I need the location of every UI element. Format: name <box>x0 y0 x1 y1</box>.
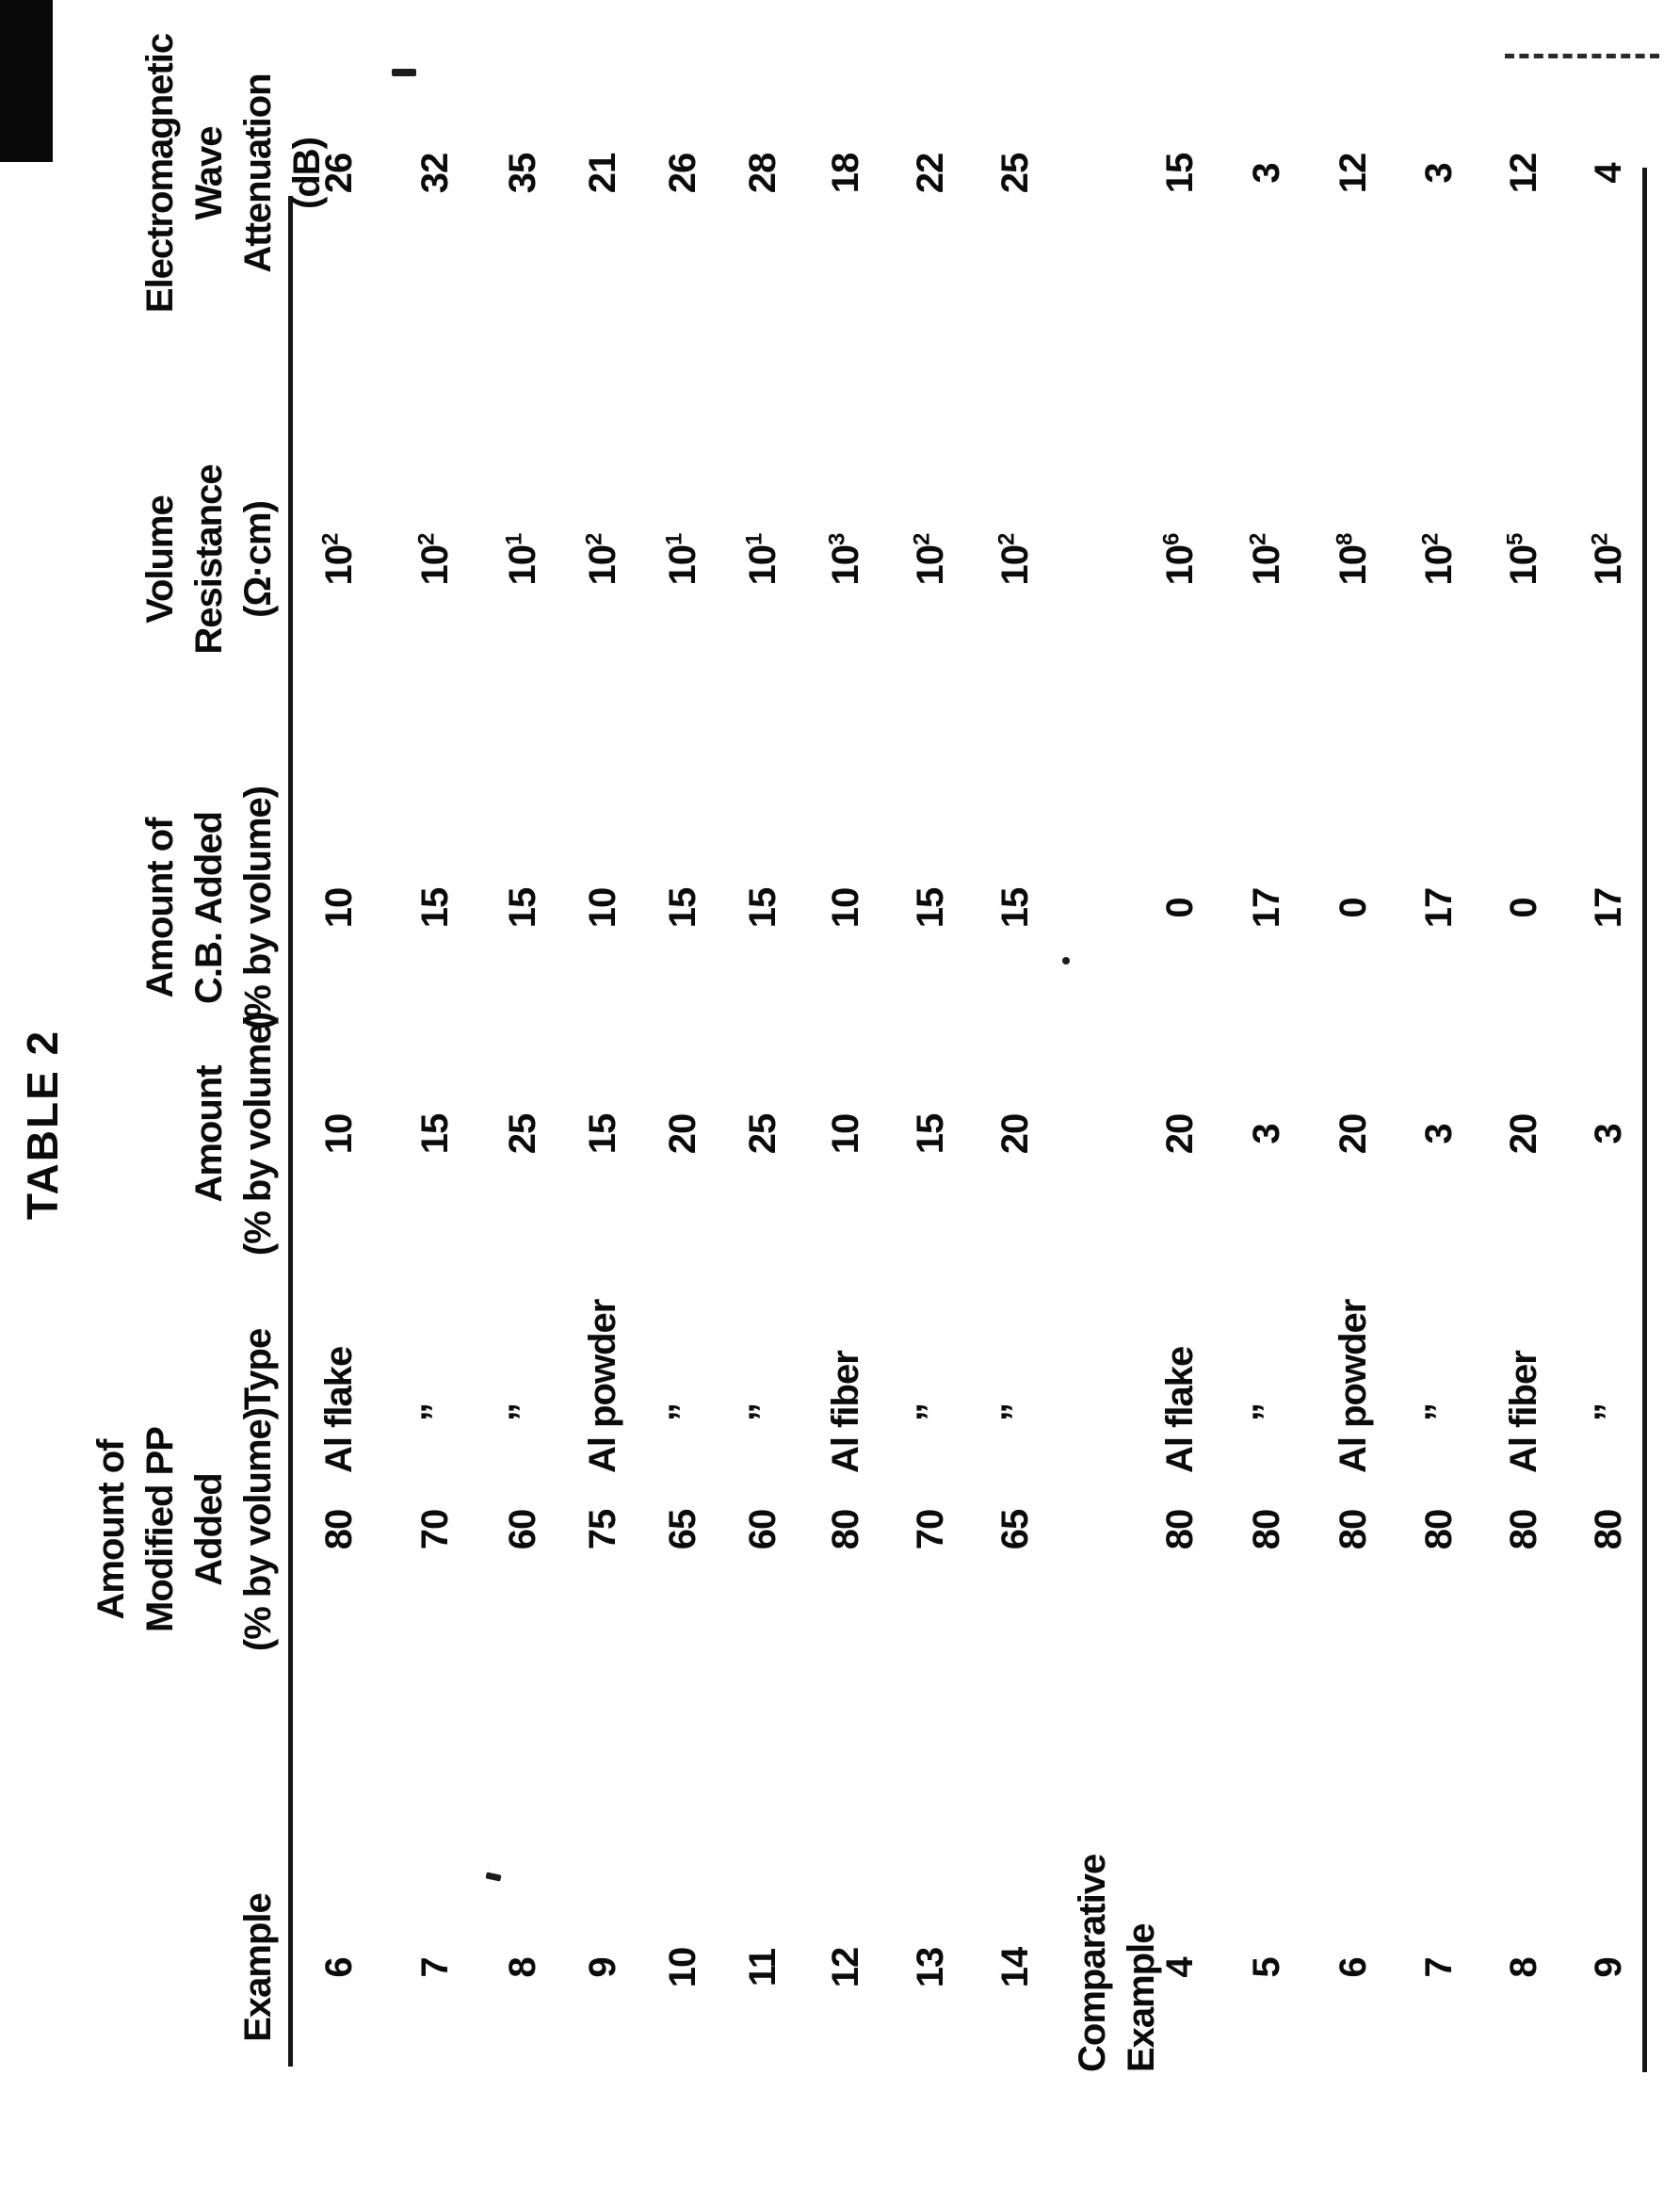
cell-example-row5-comparative: 5 <box>1246 1957 1287 1978</box>
cell-ewa-row9-comparative: 4 <box>1588 163 1629 184</box>
cell-cb-row8-comparative: 0 <box>1503 898 1544 918</box>
column-header-ewa: Electromagnetic Wave Attenuation (dB) <box>139 33 328 314</box>
cell-cb-row12: 10 <box>825 887 866 929</box>
cell-example-row8: 8 <box>502 1957 543 1978</box>
cell-vr-row6-comparative: 108 <box>1332 533 1374 586</box>
cell-vr-row7-comparative: 102 <box>1417 533 1460 586</box>
cell-example-row12: 12 <box>825 1947 866 1988</box>
cell-cb-row7: 15 <box>414 887 456 929</box>
cell-example-row7: 7 <box>414 1957 456 1978</box>
cell-vr-row9-comparative: 102 <box>1587 533 1629 586</box>
cell-cb-row13: 15 <box>910 887 951 929</box>
cell-cb-row8: 15 <box>502 887 543 929</box>
column-header-vr: Volume Resistance (Ω·cm) <box>139 464 279 655</box>
cell-vr-row10: 101 <box>661 533 703 586</box>
cell-ewa-row8: 35 <box>502 153 543 194</box>
column-header-example: Example <box>237 1893 279 2042</box>
cell-cb-row14: 15 <box>994 887 1036 929</box>
cell-vr-row9: 102 <box>581 533 623 586</box>
cell-ewa-row4-comparative: 15 <box>1159 153 1201 194</box>
cell-vr-row11: 101 <box>741 533 783 586</box>
cell-cb-row6: 10 <box>318 887 360 929</box>
table-bottom-rule <box>1642 168 1647 2072</box>
cell-ewa-row7-comparative: 3 <box>1418 163 1460 184</box>
cell-example-row6: 6 <box>318 1957 360 1978</box>
cell-vr-row7: 102 <box>413 533 456 586</box>
cell-example-row9: 9 <box>582 1957 623 1978</box>
cell-cb-row5-comparative: 17 <box>1246 887 1287 929</box>
cell-example-row14: 14 <box>994 1947 1036 1988</box>
cell-example-row9-comparative: 9 <box>1588 1957 1629 1978</box>
cell-ewa-row11: 28 <box>742 153 783 194</box>
column-header-cb: Amount of C.B. Added (% by volume) <box>139 786 279 1030</box>
cell-example-row4-comparative: 4 <box>1159 1957 1201 1978</box>
cell-cb-row10: 15 <box>662 887 703 929</box>
table-top-rule <box>288 196 293 2067</box>
cell-ewa-row13: 22 <box>910 153 951 194</box>
cell-example-row11: 11 <box>742 1948 783 1987</box>
cell-vr-row8: 101 <box>501 533 543 586</box>
table-title: TABLE 2 <box>18 1029 67 1221</box>
scan-edge-blob <box>0 0 53 162</box>
cell-cb-row9-comparative: 17 <box>1588 887 1629 929</box>
cell-vr-row5-comparative: 102 <box>1245 533 1287 586</box>
cell-example-row13: 13 <box>910 1947 951 1988</box>
cell-cb-row11: 15 <box>742 887 783 929</box>
cell-vr-row12: 103 <box>824 533 866 586</box>
cell-ewa-row7: 32 <box>414 153 456 194</box>
cell-vr-row4-comparative: 106 <box>1158 533 1201 586</box>
scan-dash-artifact <box>1505 54 1659 58</box>
cell-example-row10: 10 <box>662 1947 703 1988</box>
cell-example-row6-comparative: 6 <box>1333 1957 1374 1978</box>
cell-ewa-row12: 18 <box>825 153 866 194</box>
section-label: Comparative Example <box>1072 1854 1162 2072</box>
cell-ewa-row6: 26 <box>318 153 360 194</box>
cell-vr-row13: 102 <box>909 533 951 586</box>
cell-cb-row6-comparative: 0 <box>1333 898 1374 918</box>
cell-ewa-row5-comparative: 3 <box>1246 163 1287 184</box>
cell-ewa-row9: 21 <box>582 153 623 194</box>
cell-ewa-row14: 25 <box>994 153 1036 194</box>
cell-ewa-row8-comparative: 12 <box>1503 153 1544 194</box>
scan-speck <box>392 69 416 76</box>
cell-vr-row8-comparative: 105 <box>1502 533 1544 586</box>
cell-ewa-row6-comparative: 12 <box>1333 153 1374 194</box>
cell-cb-row9: 10 <box>582 887 623 929</box>
cell-example-row7-comparative: 7 <box>1418 1957 1460 1978</box>
scan-speck <box>1062 957 1070 965</box>
cell-cb-row4-comparative: 0 <box>1159 898 1201 918</box>
cell-ewa-row10: 26 <box>662 153 703 194</box>
cell-vr-row6: 102 <box>317 533 360 586</box>
cell-cb-row7-comparative: 17 <box>1418 887 1460 929</box>
cell-vr-row14: 102 <box>993 533 1036 586</box>
cell-example-row8-comparative: 8 <box>1503 1957 1544 1978</box>
